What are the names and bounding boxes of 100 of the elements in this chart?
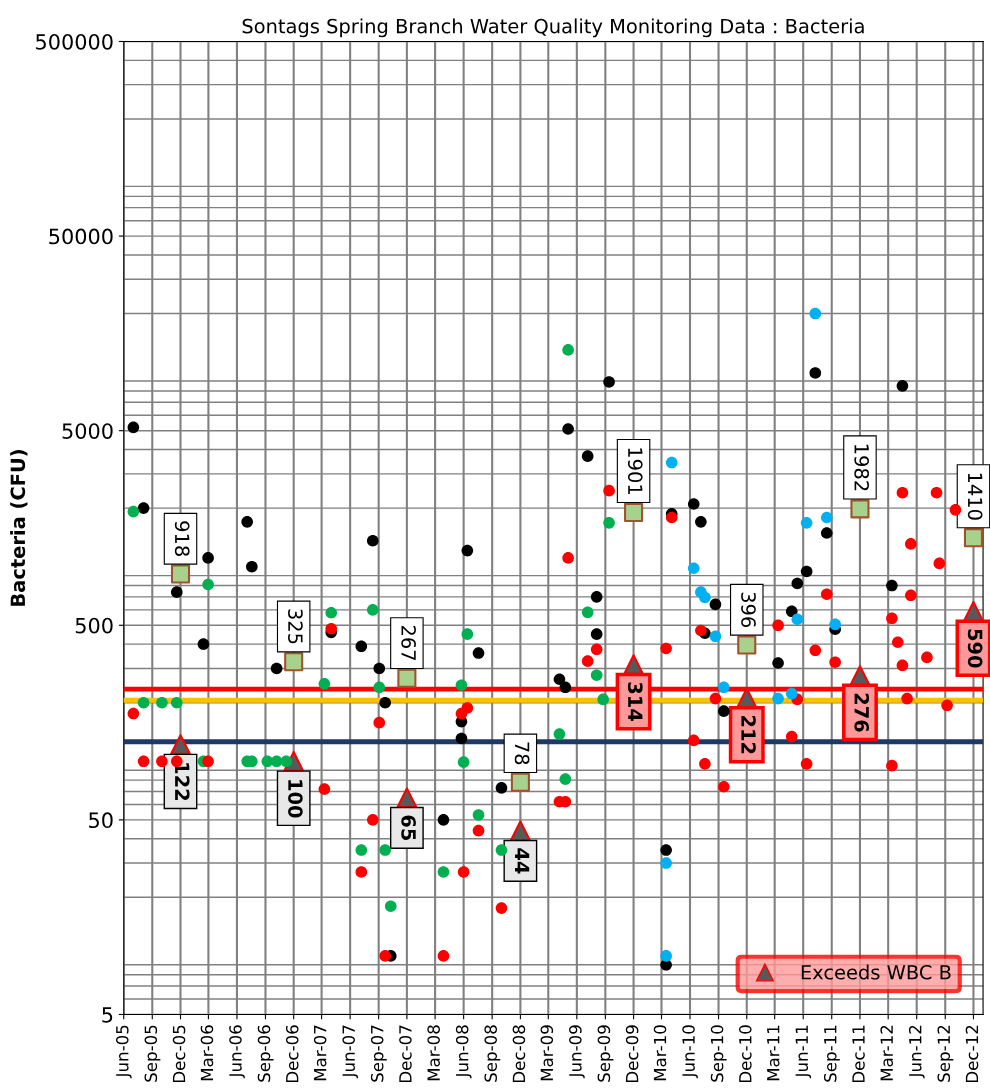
point (772, 692, 784, 705)
point (709, 598, 722, 611)
point (800, 565, 813, 578)
x-tick-label: Mar-07 (313, 1025, 327, 1081)
y-tick-label: 5000 (62, 423, 113, 439)
data-label: 314 (627, 682, 643, 721)
x-tick-label: Dec-07 (399, 1025, 412, 1083)
point (437, 950, 450, 962)
point (829, 618, 841, 631)
point (202, 578, 214, 591)
point (624, 502, 644, 522)
point (665, 456, 678, 469)
point (366, 604, 379, 616)
x-tick-label: Mar-12 (880, 1025, 894, 1081)
point (737, 635, 757, 655)
point (355, 844, 368, 856)
point (886, 579, 898, 592)
point (933, 557, 946, 570)
data-label: 1901 (627, 448, 643, 494)
x-tick-label: Dec-10 (738, 1025, 752, 1083)
x-tick-label: Jun-11 (795, 1025, 812, 1079)
data-label: 100 (288, 780, 303, 818)
x-tick-label: Dec-09 (625, 1025, 639, 1083)
point (597, 693, 609, 706)
y-tick-label: 5 (102, 1007, 113, 1023)
point (921, 651, 933, 664)
point (197, 638, 210, 650)
point (800, 517, 813, 529)
point (284, 652, 304, 672)
point (581, 450, 594, 462)
point (553, 673, 566, 686)
point (495, 844, 508, 856)
x-tick-label: Jun-12 (908, 1025, 925, 1079)
x-tick-label: Dec-05 (172, 1025, 186, 1083)
point (699, 591, 711, 604)
point (603, 517, 615, 529)
point (437, 866, 450, 878)
x-tick-label: Jun-08 (455, 1025, 472, 1079)
point (930, 486, 943, 499)
point (891, 636, 904, 649)
y-tick-label: 50000 (49, 228, 113, 245)
x-tick-label: Sep-12 (937, 1025, 954, 1082)
point (590, 669, 603, 681)
point (820, 527, 833, 539)
point (791, 577, 804, 590)
point (156, 755, 168, 768)
point (379, 696, 391, 709)
point (905, 589, 917, 602)
point (886, 612, 898, 625)
point (901, 692, 913, 705)
x-tick-label: Dec-11 (852, 1025, 865, 1083)
x-tick-label: Jun-07 (342, 1025, 359, 1079)
data-label: 325 (288, 609, 303, 644)
legend-label: Exceeds WBC B (801, 964, 951, 980)
data-label: 122 (175, 763, 190, 801)
point (366, 814, 379, 826)
point (695, 516, 707, 528)
point (896, 659, 909, 672)
point (318, 783, 331, 795)
point (373, 662, 386, 675)
data-label: 590 (967, 629, 983, 668)
point (156, 696, 168, 709)
point (472, 809, 485, 821)
point (785, 687, 798, 700)
x-tick-label: Sep-07 (370, 1025, 387, 1082)
point (461, 628, 474, 640)
point (559, 773, 572, 785)
point (709, 630, 722, 643)
y-tick-label: 500 (75, 617, 113, 634)
point (241, 516, 253, 528)
point (660, 950, 672, 962)
point (581, 606, 594, 619)
point (397, 668, 417, 688)
point (325, 606, 338, 619)
point (461, 544, 474, 557)
chart-title: Sontags Spring Branch Water Quality Monitoring Data : Bacteria (242, 18, 864, 38)
point (373, 716, 386, 729)
x-tick-label: Sep-05 (144, 1025, 161, 1082)
point (963, 528, 983, 548)
point (127, 707, 140, 720)
point (472, 824, 485, 837)
point (800, 758, 813, 770)
point (603, 484, 615, 497)
point (553, 728, 566, 740)
point (581, 655, 594, 667)
point (559, 681, 572, 694)
point (590, 628, 603, 640)
point (373, 681, 386, 694)
point (941, 699, 953, 712)
x-tick-label: Jun-09 (569, 1025, 585, 1079)
data-label: 1982 (854, 444, 870, 491)
x-tick-label: Sep-06 (257, 1025, 274, 1082)
point (355, 640, 368, 653)
data-label: 396 (741, 592, 756, 628)
point (510, 772, 530, 792)
point (718, 681, 730, 694)
point (318, 678, 331, 690)
x-tick-label: Mar-08 (427, 1025, 440, 1081)
point (590, 591, 603, 603)
point (886, 759, 898, 772)
